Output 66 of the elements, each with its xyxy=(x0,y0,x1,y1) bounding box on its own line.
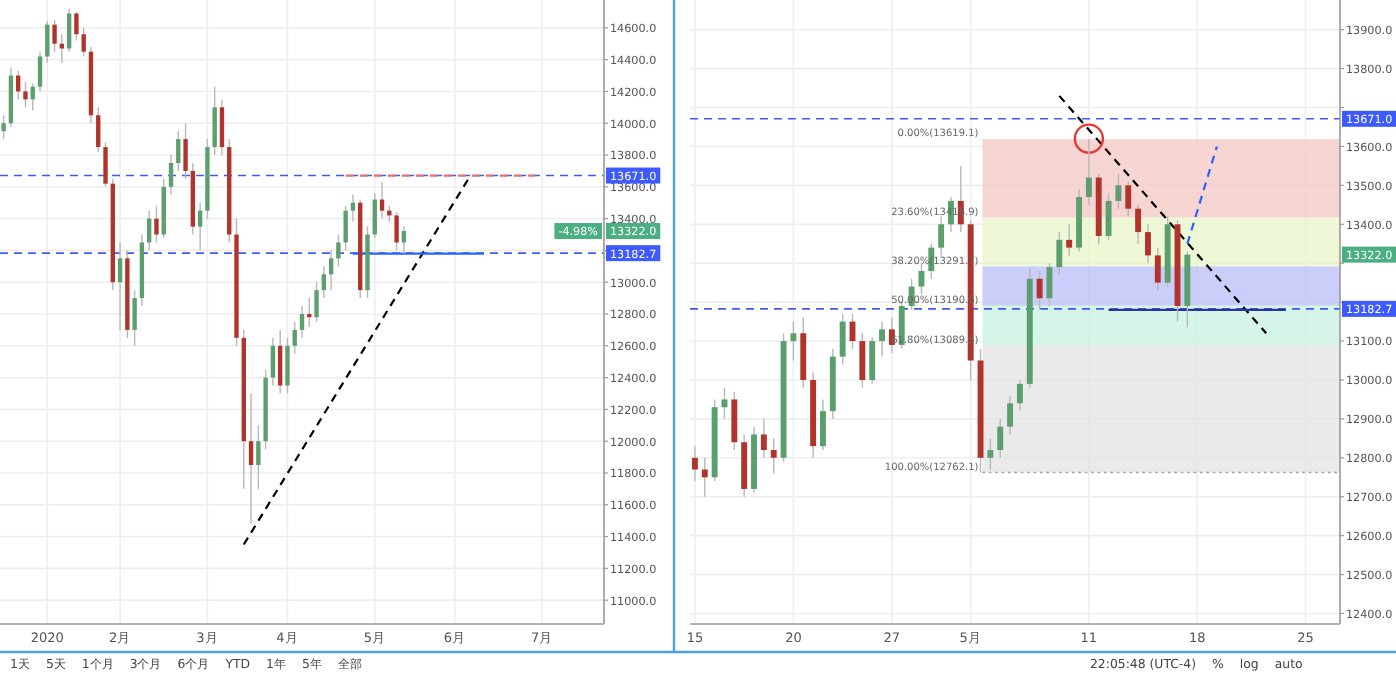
candlestick xyxy=(790,320,797,362)
candlestick xyxy=(859,332,866,389)
candlestick xyxy=(248,392,254,525)
candlestick xyxy=(372,192,377,239)
candlestick xyxy=(1056,231,1063,276)
candlestick xyxy=(987,437,994,471)
candlestick xyxy=(343,205,348,252)
candlestick xyxy=(270,337,276,387)
candlestick xyxy=(691,445,698,482)
candlestick xyxy=(869,336,876,385)
candlestick xyxy=(1085,138,1092,206)
candlestick xyxy=(277,329,283,395)
candlestick xyxy=(394,211,399,252)
candlestick xyxy=(197,202,203,252)
candlestick xyxy=(256,424,261,490)
candlestick xyxy=(219,98,225,156)
candlestick xyxy=(1016,379,1023,412)
candlestick xyxy=(1135,204,1142,245)
candlestick xyxy=(176,130,181,172)
candlestick xyxy=(299,305,305,339)
candlestick xyxy=(8,66,14,128)
candlestick xyxy=(350,194,356,223)
candlestick xyxy=(37,50,43,93)
candlestick xyxy=(183,122,188,180)
candlestick xyxy=(117,241,123,331)
candlestick xyxy=(1154,246,1161,292)
candlestick xyxy=(741,433,748,498)
candlestick xyxy=(938,215,945,257)
candlestick xyxy=(132,289,137,347)
candlestick xyxy=(1145,223,1151,264)
candlestick xyxy=(66,8,72,53)
candlestick xyxy=(760,418,767,459)
candlestick xyxy=(770,437,777,475)
candlestick xyxy=(336,233,341,268)
candlestick xyxy=(918,262,925,296)
candlestick xyxy=(52,19,57,53)
candlestick xyxy=(96,106,101,153)
candlestick xyxy=(1066,223,1073,257)
candlestick xyxy=(1007,394,1014,436)
candlestick xyxy=(701,457,708,498)
candlestick xyxy=(731,390,738,451)
candlestick xyxy=(1115,172,1122,210)
candlestick xyxy=(103,141,108,188)
candlestick xyxy=(154,205,159,244)
candlestick xyxy=(74,11,79,42)
candlestick xyxy=(820,398,826,451)
candlestick xyxy=(292,321,297,355)
candlestick xyxy=(285,337,290,395)
candlestick xyxy=(81,27,86,58)
candlestick xyxy=(23,81,28,109)
candlestick xyxy=(59,33,65,64)
candlestick xyxy=(1105,192,1112,241)
candlestick xyxy=(314,281,319,323)
candlestick xyxy=(1036,270,1043,311)
candlestick xyxy=(328,249,334,291)
candlestick xyxy=(161,178,166,239)
candlestick xyxy=(168,154,174,196)
candlestick xyxy=(212,85,217,156)
candlestick xyxy=(800,317,807,389)
candlestick xyxy=(997,418,1004,459)
candlestick xyxy=(1,114,6,140)
candlestick xyxy=(379,181,385,220)
candlestick xyxy=(879,320,885,358)
candlestick xyxy=(1125,180,1132,218)
candlestick xyxy=(839,313,846,366)
candlestick xyxy=(321,265,327,299)
